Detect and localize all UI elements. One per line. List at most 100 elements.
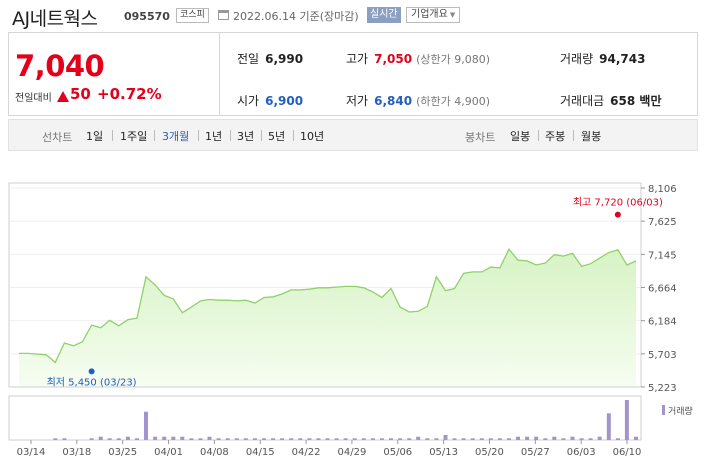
- volume-bar: [316, 438, 321, 440]
- tab-5year[interactable]: 5년: [268, 130, 286, 143]
- stock-header: AJ네트웍스 095570 코스피 2022.06.14 기준(장마감) 실시간…: [0, 0, 706, 32]
- tab-separator: [198, 130, 199, 141]
- volume-bar: [53, 438, 58, 440]
- change-label: 전일대비: [15, 93, 52, 104]
- volume-bar: [352, 438, 357, 440]
- volume-bar: [89, 438, 94, 440]
- volume-bar: [561, 438, 566, 440]
- x-axis: 03/14 03/18 03/25 04/01 04/08 04/15 04/22 04/29…: [17, 440, 642, 458]
- x-tick-label: 06/03: [567, 447, 596, 458]
- volume-bar: [116, 438, 121, 440]
- stat-value: 6,900: [265, 94, 304, 108]
- volume-bar: [470, 438, 475, 440]
- volume-bar: [271, 438, 276, 440]
- volume-bar: [443, 435, 448, 440]
- stat-value: 6,990: [265, 52, 304, 66]
- change-percent: +0.72%: [97, 85, 162, 103]
- volume-bar: [325, 438, 330, 440]
- volume-plot-frame: [8, 395, 642, 441]
- tab-1year[interactable]: 1년: [205, 130, 223, 143]
- stat-sub: (하한가 4,900): [416, 95, 490, 108]
- stat-low: 저가 6,840 (하한가 4,900): [346, 92, 490, 109]
- candle-chart-label: 봉차트: [465, 131, 496, 144]
- stock-code: 095570: [124, 10, 170, 23]
- tab-1week[interactable]: 1주일: [120, 130, 148, 143]
- tab-3year[interactable]: 3년: [237, 130, 255, 143]
- tab-monthly-candle[interactable]: 월봉: [581, 130, 602, 143]
- stat-label: 시가: [237, 94, 260, 108]
- stat-open: 시가 6,900: [237, 92, 303, 109]
- volume-bar: [262, 438, 266, 440]
- x-tick-label: 06/10: [613, 447, 642, 458]
- chevron-down-icon: ▼: [449, 11, 456, 19]
- tab-separator: [573, 130, 574, 141]
- stat-value: 6,840: [374, 94, 413, 108]
- x-tick-label: 03/18: [62, 447, 91, 458]
- volume-bar: [107, 438, 112, 440]
- y-axis: 8,106 7,625 7,145 6,664 6,184 5,703 5,223: [641, 184, 677, 394]
- stat-high: 고가 7,050 (상한가 9,080): [346, 50, 490, 67]
- stat-volume: 거래량 94,743: [560, 50, 645, 67]
- volume-bar: [516, 436, 520, 440]
- volume-bar: [153, 436, 158, 440]
- y-tick-label: 7,145: [648, 250, 677, 261]
- volume-bar: [207, 436, 212, 440]
- stat-value: 7,050: [374, 52, 413, 66]
- stat-value: 658 백만: [610, 94, 662, 108]
- company-overview-button[interactable]: 기업개요 ▼: [406, 7, 461, 23]
- y-tick-label: 6,184: [648, 317, 677, 328]
- company-overview-label: 기업개요: [411, 9, 448, 20]
- volume-bar: [243, 438, 248, 440]
- x-tick-label: 05/27: [521, 447, 550, 458]
- change-value: 50: [70, 85, 91, 103]
- up-arrow-icon: [57, 91, 69, 102]
- tab-separator: [230, 130, 231, 141]
- y-tick-label: 8,106: [648, 184, 677, 195]
- volume-bar: [624, 400, 629, 440]
- volume-bar: [570, 436, 575, 440]
- stat-amount: 거래대금 658 백만: [560, 92, 661, 109]
- volume-bars: [53, 400, 638, 440]
- x-tick-label: 04/29: [338, 447, 367, 458]
- tab-10year[interactable]: 10년: [300, 130, 325, 143]
- tab-3month[interactable]: 3개월: [162, 130, 190, 143]
- x-tick-label: 05/20: [475, 447, 504, 458]
- volume-bar: [634, 436, 638, 440]
- volume-bar: [379, 438, 384, 440]
- calendar-icon: [218, 10, 229, 20]
- volume-bar: [135, 438, 139, 440]
- tab-separator: [293, 130, 294, 141]
- market-badge: 코스피: [176, 8, 209, 23]
- volume-bar: [252, 438, 257, 440]
- x-tick-label: 03/14: [17, 447, 46, 458]
- volume-bar: [425, 438, 430, 440]
- tab-separator: [538, 130, 539, 141]
- volume-bar: [361, 438, 366, 440]
- volume-bar: [98, 436, 103, 440]
- x-tick-label: 04/01: [154, 447, 183, 458]
- volume-bar: [225, 438, 230, 440]
- y-tick-label: 5,223: [648, 383, 677, 394]
- stat-label: 거래량: [560, 52, 594, 66]
- volume-bar: [370, 438, 375, 440]
- tab-1day[interactable]: 1일: [86, 130, 104, 143]
- volume-bar: [289, 438, 294, 440]
- tab-weekly-candle[interactable]: 주봉: [545, 130, 566, 143]
- volume-legend-swatch: [662, 405, 665, 415]
- x-tick-label: 05/13: [429, 447, 458, 458]
- chart-period-tabs: 선차트 1일 1주일 3개월 1년 3년 5년 10년 봉차트 일봉 주봉 월봉: [8, 119, 698, 151]
- y-tick-label: 6,664: [648, 284, 677, 295]
- volume-bar: [171, 436, 176, 440]
- stat-sub: (상한가 9,080): [416, 53, 490, 66]
- volume-bar: [434, 438, 439, 440]
- tab-daily-candle[interactable]: 일봉: [510, 130, 531, 143]
- reference-date: 2022.06.14 기준(장마감): [233, 10, 359, 23]
- price-divider: [219, 33, 220, 115]
- volume-bar: [615, 438, 620, 440]
- realtime-button[interactable]: 실시간: [367, 7, 401, 23]
- max-point-marker: [614, 211, 621, 218]
- price-line: [19, 248, 637, 364]
- volume-bar: [543, 438, 548, 440]
- stat-prev-close: 전일 6,990: [237, 50, 303, 67]
